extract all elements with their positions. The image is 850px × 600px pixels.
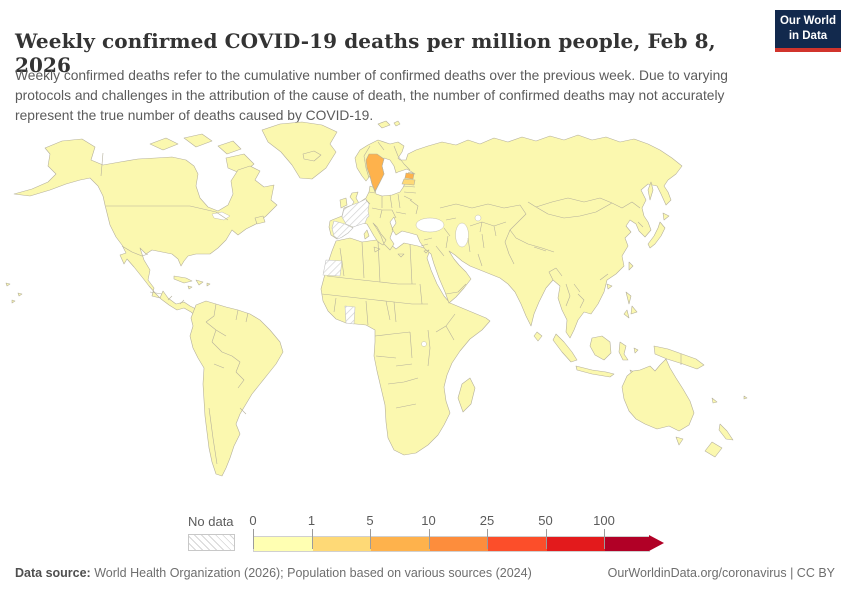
legend-tick-mark bbox=[545, 529, 547, 549]
legend-no-data-swatch[interactable] bbox=[188, 534, 235, 551]
legend-tick-label: 100 bbox=[593, 513, 615, 528]
landmass-south-america[interactable] bbox=[189, 300, 284, 477]
country-madagascar[interactable] bbox=[457, 377, 476, 413]
legend-band[interactable] bbox=[312, 537, 371, 551]
island-sardinia[interactable] bbox=[363, 229, 370, 240]
country-ireland[interactable] bbox=[339, 197, 348, 209]
country-iceland[interactable] bbox=[302, 150, 322, 162]
islands-melanesia[interactable] bbox=[711, 395, 748, 404]
islands-moluccas[interactable] bbox=[633, 347, 639, 354]
data-source: Data source: World Health Organization (… bbox=[15, 566, 532, 580]
black-sea bbox=[415, 217, 445, 233]
legend-band[interactable] bbox=[488, 537, 547, 551]
legend-tick-label: 10 bbox=[421, 513, 436, 528]
lake-victoria bbox=[421, 341, 427, 347]
legend-band[interactable] bbox=[254, 537, 313, 551]
island-newfoundland[interactable] bbox=[254, 215, 266, 225]
country-australia[interactable] bbox=[621, 358, 695, 432]
country-cuba[interactable] bbox=[173, 275, 193, 284]
legend-no-data-label: No data bbox=[188, 514, 234, 529]
country-philippines[interactable] bbox=[623, 291, 638, 319]
legend-tick-label: 1 bbox=[307, 513, 316, 528]
island-sumatra[interactable] bbox=[552, 333, 578, 363]
footer-credit[interactable]: OurWorldinData.org/coronavirus | CC BY bbox=[607, 566, 835, 580]
island-sicily[interactable] bbox=[373, 246, 381, 253]
legend-tick-mark bbox=[604, 529, 605, 549]
island-borneo[interactable] bbox=[589, 335, 612, 361]
country-latvia[interactable] bbox=[401, 178, 416, 186]
island-puerto-rico[interactable] bbox=[206, 282, 211, 287]
legend-bar bbox=[253, 536, 650, 552]
legend-band[interactable] bbox=[605, 537, 649, 551]
country-spain[interactable] bbox=[331, 220, 354, 240]
legend-tick-mark bbox=[428, 529, 430, 549]
region-canadian-arctic-islands[interactable] bbox=[149, 133, 255, 175]
country-estonia[interactable] bbox=[404, 172, 415, 180]
data-source-text: World Health Organization (2026); Popula… bbox=[90, 566, 532, 580]
country-jamaica[interactable] bbox=[187, 285, 193, 290]
island-crete[interactable] bbox=[397, 253, 405, 258]
country-cyprus[interactable] bbox=[423, 249, 430, 254]
islands-pacific[interactable] bbox=[5, 282, 23, 304]
legend-tick-mark bbox=[311, 529, 313, 549]
legend-tick-mark bbox=[253, 529, 254, 549]
owid-logo-line1: Our World bbox=[779, 15, 836, 28]
footer: Data source: World Health Organization (… bbox=[15, 566, 835, 580]
owid-logo[interactable]: Our World in Data bbox=[775, 10, 841, 52]
caspian-sea bbox=[455, 222, 469, 248]
islands-svalbard[interactable] bbox=[377, 120, 401, 129]
country-sweden[interactable] bbox=[365, 153, 385, 192]
country-new-zealand[interactable] bbox=[704, 423, 734, 458]
island-new-guinea[interactable] bbox=[653, 345, 705, 370]
legend-tick-mark bbox=[487, 529, 488, 549]
country-ghana[interactable] bbox=[344, 305, 356, 325]
island-hispaniola[interactable] bbox=[195, 279, 204, 286]
legend-band[interactable] bbox=[429, 537, 488, 551]
island-hainan[interactable] bbox=[606, 283, 613, 290]
country-greenland[interactable] bbox=[261, 121, 338, 180]
page-title: Weekly confirmed COVID-19 deaths per mil… bbox=[15, 29, 716, 78]
owid-logo-line2: in Data bbox=[788, 30, 828, 42]
legend-tick-label: 5 bbox=[366, 513, 374, 528]
legend-arrow bbox=[649, 535, 664, 551]
legend-band[interactable] bbox=[371, 537, 430, 551]
data-source-label: Data source: bbox=[15, 566, 91, 580]
legend-tick-label: 50 bbox=[538, 513, 553, 528]
legend-band[interactable] bbox=[546, 537, 605, 551]
landmass-north-america[interactable] bbox=[13, 138, 278, 318]
country-france[interactable] bbox=[341, 198, 370, 228]
chart-subtitle: Weekly confirmed deaths refer to the cum… bbox=[15, 67, 728, 123]
country-taiwan[interactable] bbox=[628, 261, 634, 271]
legend-tick-mark bbox=[370, 529, 371, 549]
legend-tick-label: 0 bbox=[249, 513, 257, 528]
aral-sea bbox=[474, 214, 482, 222]
island-tasmania[interactable] bbox=[675, 436, 684, 446]
country-japan[interactable] bbox=[647, 212, 670, 249]
island-sulawesi[interactable] bbox=[618, 341, 629, 361]
country-sri-lanka[interactable] bbox=[533, 331, 543, 342]
country-western-sahara[interactable] bbox=[322, 259, 343, 277]
island-java[interactable] bbox=[575, 365, 615, 378]
island-sakhalin[interactable] bbox=[647, 181, 654, 201]
world-map bbox=[0, 108, 850, 513]
legend-tick-label: 25 bbox=[479, 513, 495, 528]
country-borders bbox=[100, 141, 682, 465]
